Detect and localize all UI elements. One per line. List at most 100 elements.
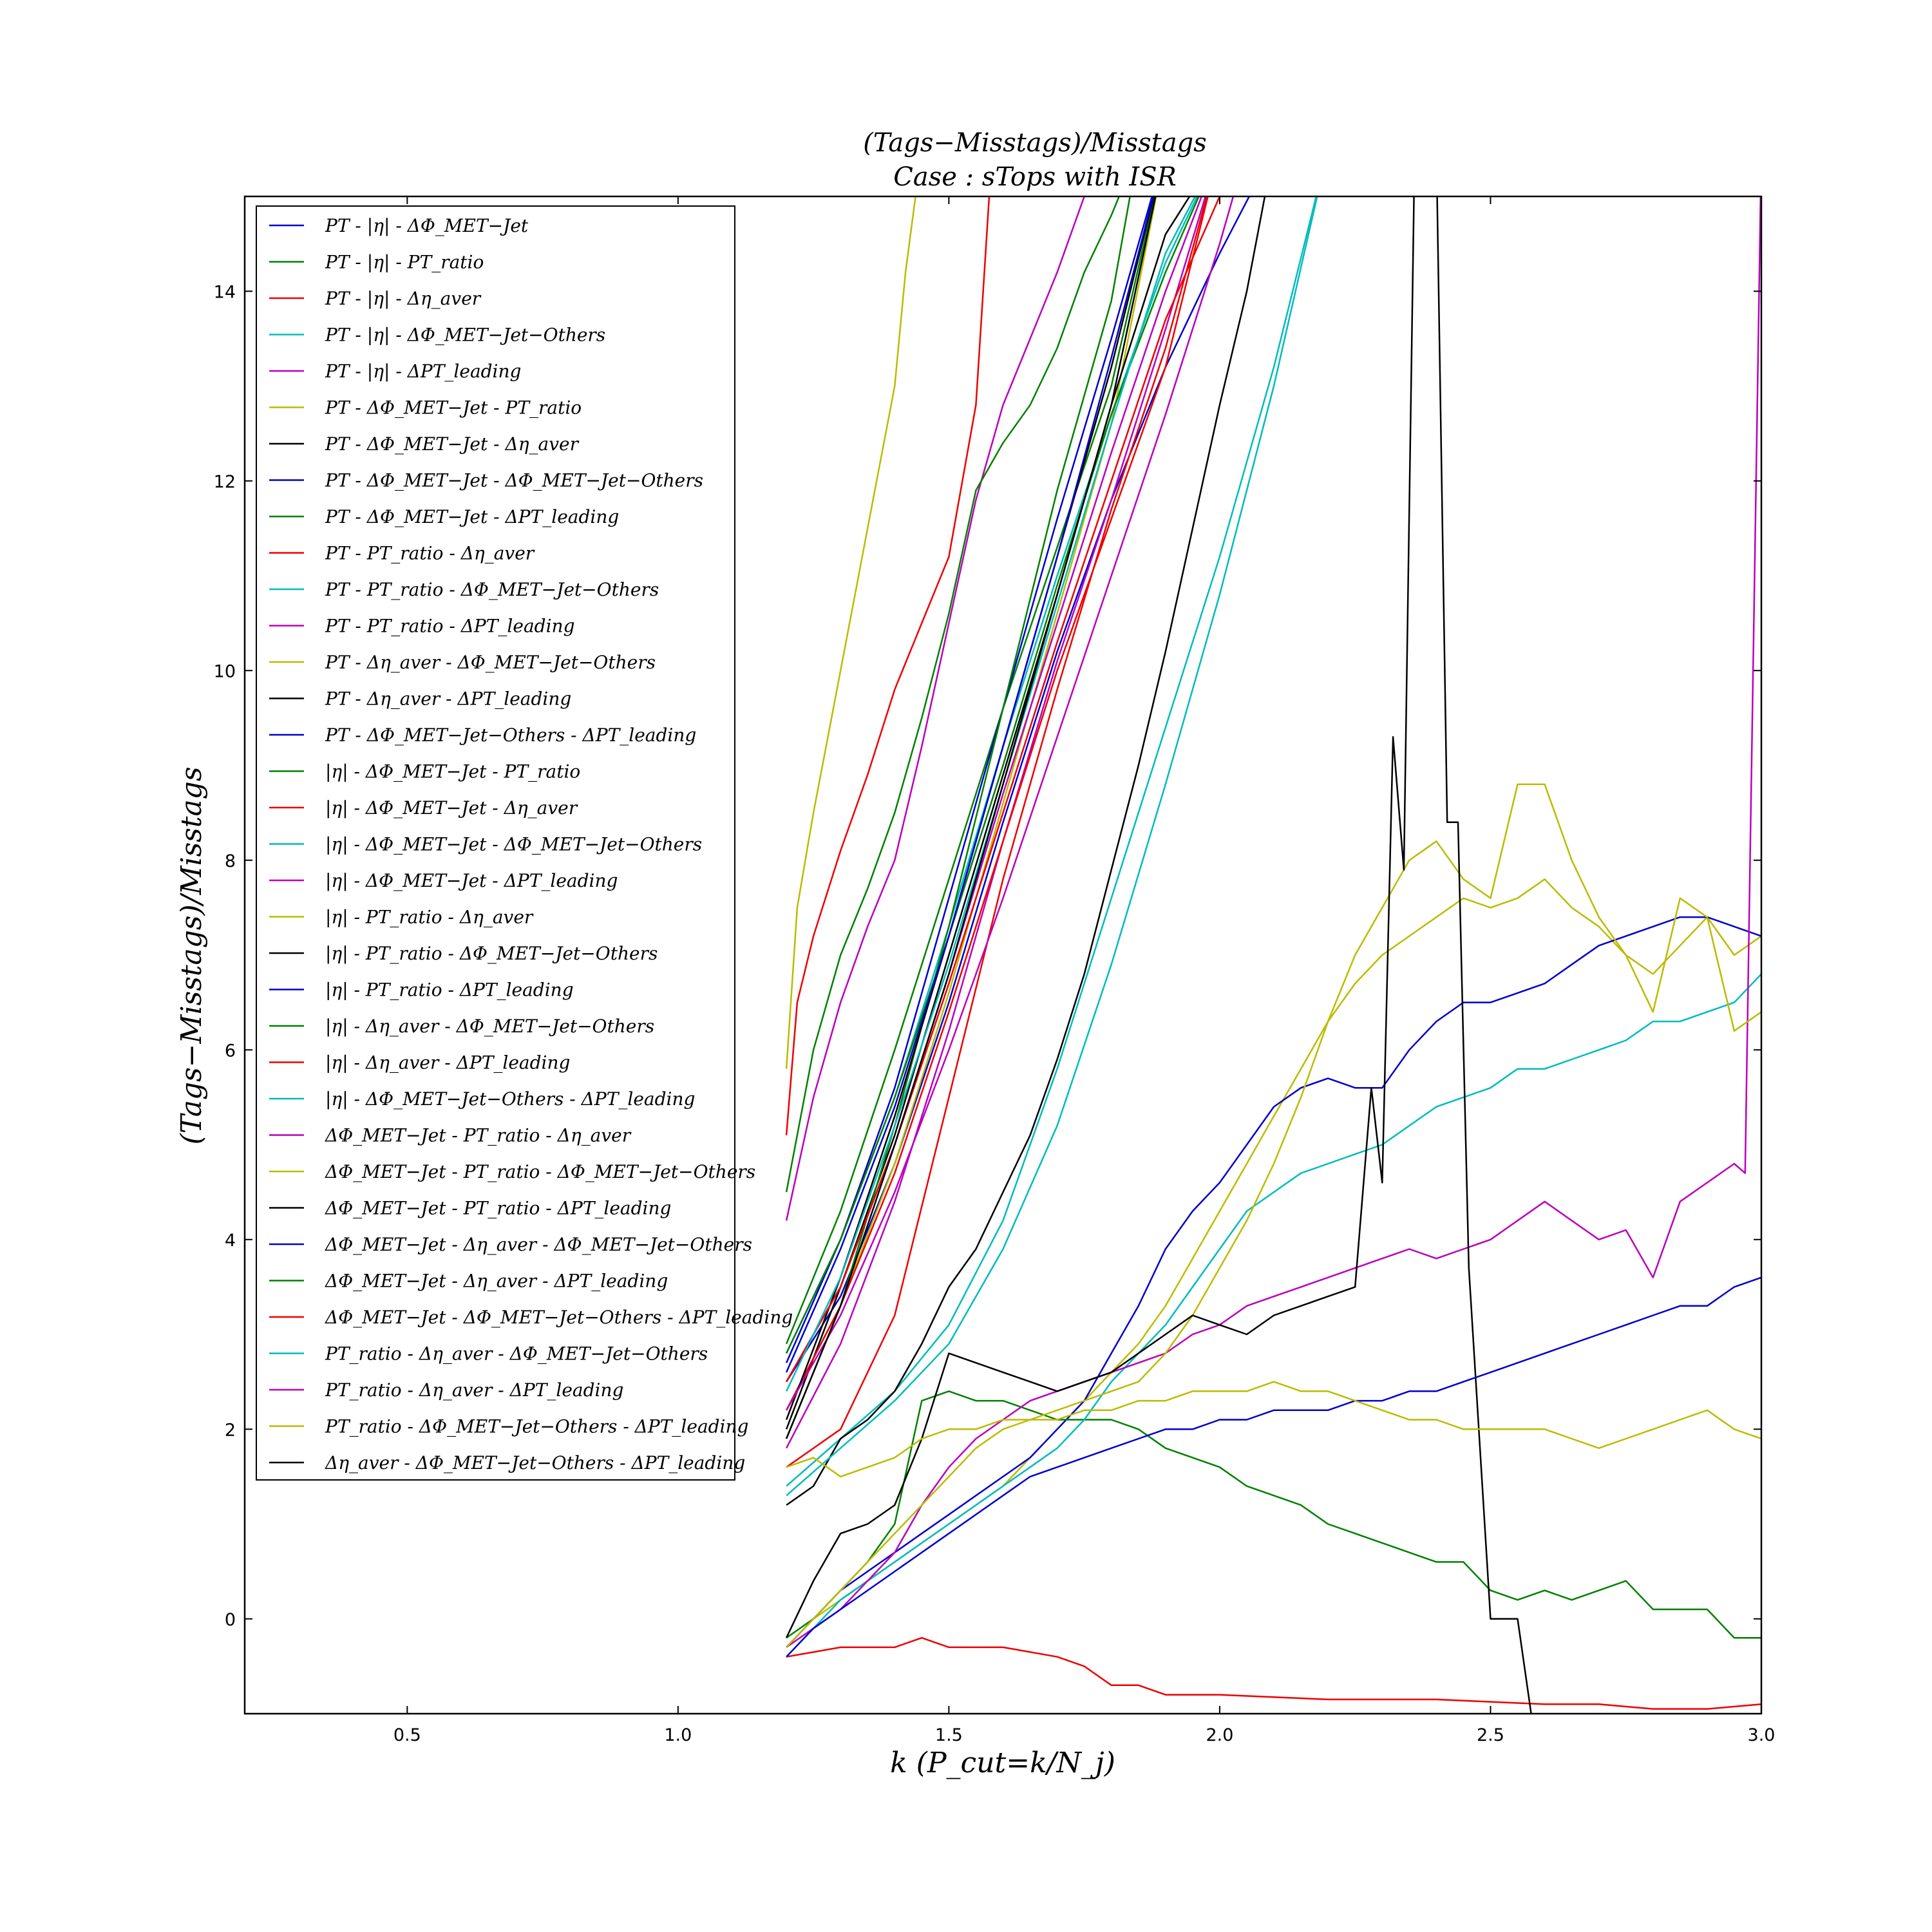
series-line-34 bbox=[786, 1381, 1761, 1478]
legend-label: PT - ΔΦ_MET−Jet - PT_ratio bbox=[325, 397, 582, 419]
legend-label: PT - ΔΦ_MET−Jet - Δη_aver bbox=[325, 433, 580, 455]
legend-label: PT - PT_ratio - ΔΦ_MET−Jet−Others bbox=[325, 579, 659, 600]
series-line-32 bbox=[785, 196, 1197, 1392]
legend-entry: |η| - Δη_aver - ΔΦ_MET−Jet−Others bbox=[269, 1016, 654, 1037]
y-tick-label: 10 bbox=[214, 661, 236, 681]
legend-entry: PT - |η| - ΔΦ_MET−Jet−Others bbox=[269, 325, 605, 346]
legend-label: |η| - PT_ratio - ΔPT_leading bbox=[325, 980, 574, 1001]
legend-entry: PT_ratio - Δη_aver - ΔΦ_MET−Jet−Others bbox=[269, 1343, 708, 1365]
legend-label: ΔΦ_MET−Jet - PT_ratio - ΔΦ_MET−Jet−Other… bbox=[325, 1161, 755, 1182]
legend-label: PT_ratio - Δη_aver - ΔΦ_MET−Jet−Others bbox=[325, 1343, 708, 1365]
series-line-2 bbox=[785, 196, 1156, 1345]
x-tick-label: 2.5 bbox=[1477, 1725, 1504, 1745]
legend-entry: PT_ratio - Δη_aver - ΔPT_leading bbox=[269, 1379, 623, 1401]
series-line-16 bbox=[786, 1390, 1761, 1639]
legend-entry: |η| - Δη_aver - ΔPT_leading bbox=[269, 1052, 570, 1074]
legend-label: PT - |η| - ΔPT_leading bbox=[325, 361, 521, 382]
x-tick-label: 1.0 bbox=[664, 1725, 692, 1745]
series-line-29 bbox=[785, 196, 1154, 1373]
legend-entry: PT - Δη_aver - ΔΦ_MET−Jet−Others bbox=[269, 652, 656, 673]
series-line-21 bbox=[785, 196, 1532, 1714]
series-line-28 bbox=[785, 196, 1155, 1420]
legend-label: |η| - ΔΦ_MET−Jet - ΔPT_leading bbox=[325, 870, 618, 891]
legend-entry: |η| - ΔΦ_MET−Jet - PT_ratio bbox=[269, 761, 580, 782]
series-layer bbox=[785, 196, 1761, 1714]
legend-entry: PT - ΔΦ_MET−Jet - Δη_aver bbox=[269, 433, 580, 455]
series-line-14 bbox=[786, 196, 1266, 1506]
y-tick-label: 2 bbox=[225, 1420, 236, 1440]
x-axis-ticks: 0.5 1.0 1.5 2.0 2.5 3.0 bbox=[393, 196, 1776, 1745]
y-tick-label: 6 bbox=[225, 1041, 236, 1061]
series-line-33 bbox=[786, 196, 1235, 1411]
series-line-24 bbox=[785, 196, 990, 1135]
legend-entry: |η| - ΔΦ_MET−Jet - ΔΦ_MET−Jet−Others bbox=[269, 834, 702, 855]
x-tick-label: 1.5 bbox=[935, 1725, 963, 1745]
legend-label: PT - Δη_aver - ΔΦ_MET−Jet−Others bbox=[325, 652, 656, 673]
series-line-6 bbox=[785, 196, 1157, 1411]
legend-entry: PT_ratio - ΔΦ_MET−Jet−Others - ΔPT_leadi… bbox=[269, 1416, 748, 1437]
legend-label: PT - |η| - ΔΦ_MET−Jet−Others bbox=[325, 325, 605, 346]
legend-label: PT - ΔΦ_MET−Jet−Others - ΔPT_leading bbox=[325, 724, 696, 746]
series-line-17 bbox=[786, 1636, 1761, 1710]
legend-entry: |η| - ΔΦ_MET−Jet−Others - ΔPT_leading bbox=[269, 1088, 695, 1110]
legend-entry: ΔΦ_MET−Jet - PT_ratio - Δη_aver bbox=[269, 1125, 632, 1146]
legend-entry: PT - |η| - ΔΦ_MET−Jet bbox=[269, 215, 529, 236]
y-tick-label: 4 bbox=[225, 1231, 236, 1251]
legend-entry: |η| - PT_ratio - Δη_aver bbox=[269, 907, 534, 928]
legend-label: PT_ratio - ΔΦ_MET−Jet−Others - ΔPT_leadi… bbox=[325, 1416, 748, 1437]
chart-title-line-2: Case : sTops with ISR bbox=[893, 162, 1177, 192]
series-line-27 bbox=[785, 196, 916, 1069]
legend-entry: PT - |η| - PT_ratio bbox=[269, 252, 484, 273]
legend-entry: ΔΦ_MET−Jet - Δη_aver - ΔΦ_MET−Jet−Others bbox=[269, 1234, 752, 1255]
y-tick-label: 0 bbox=[225, 1610, 236, 1630]
legend-entry: |η| - PT_ratio - ΔΦ_MET−Jet−Others bbox=[269, 943, 658, 964]
series-line-15 bbox=[786, 916, 1761, 1648]
legend-entry: ΔΦ_MET−Jet - PT_ratio - ΔPT_leading bbox=[269, 1198, 671, 1219]
legend-label: |η| - PT_ratio - ΔΦ_MET−Jet−Others bbox=[325, 943, 658, 964]
legend-entry: |η| - ΔΦ_MET−Jet - Δη_aver bbox=[269, 797, 578, 819]
legend-label: |η| - Δη_aver - ΔΦ_MET−Jet−Others bbox=[325, 1016, 654, 1037]
plot-frame bbox=[243, 195, 1763, 1715]
legend-entry: PT - Δη_aver - ΔPT_leading bbox=[269, 688, 571, 710]
series-line-1 bbox=[786, 196, 1251, 1383]
legend-label: ΔΦ_MET−Jet - PT_ratio - Δη_aver bbox=[325, 1125, 632, 1146]
series-line-30 bbox=[785, 196, 1121, 1193]
y-tick-label: 8 bbox=[225, 851, 236, 871]
legend-entry: PT - PT_ratio - Δη_aver bbox=[269, 543, 535, 564]
legend-label: |η| - ΔΦ_MET−Jet - Δη_aver bbox=[325, 797, 578, 819]
legend-label: PT - |η| - ΔΦ_MET−Jet bbox=[325, 215, 529, 236]
legend-label: PT_ratio - Δη_aver - ΔPT_leading bbox=[325, 1379, 623, 1401]
legend-entry: PT - PT_ratio - ΔPT_leading bbox=[269, 616, 575, 637]
legend-entry: |η| - PT_ratio - ΔPT_leading bbox=[269, 980, 574, 1001]
chart-legend: PT - |η| - ΔΦ_MET−Jet PT - |η| - PT_ratio… bbox=[256, 205, 793, 1481]
legend-entry: PT - PT_ratio - ΔΦ_MET−Jet−Others bbox=[269, 579, 659, 600]
x-tick-label: 2.0 bbox=[1206, 1725, 1233, 1745]
legend-label: PT - |η| - PT_ratio bbox=[325, 252, 484, 273]
legend-label: ΔΦ_MET−Jet - PT_ratio - ΔPT_leading bbox=[325, 1198, 671, 1219]
y-axis-ticks: 0 2 4 6 8 10 12 14 bbox=[214, 282, 1761, 1630]
legend-entry: PT - ΔΦ_MET−Jet - ΔPT_leading bbox=[269, 506, 619, 527]
series-line-31 bbox=[786, 196, 1221, 1383]
series-line-9 bbox=[785, 196, 1200, 1354]
series-line-35 bbox=[785, 196, 1191, 1439]
series-line-11 bbox=[786, 196, 1318, 1487]
legend-label: |η| - ΔΦ_MET−Jet−Others - ΔPT_leading bbox=[325, 1088, 695, 1110]
series-line-8 bbox=[785, 196, 1153, 1363]
legend-label: PT - |η| - Δη_aver bbox=[325, 288, 482, 309]
legend-entry: ΔΦ_MET−Jet - PT_ratio - ΔΦ_MET−Jet−Other… bbox=[269, 1161, 755, 1182]
series-line-13 bbox=[786, 878, 1761, 1648]
legend-frame bbox=[256, 205, 735, 1481]
legend-label: |η| - PT_ratio - Δη_aver bbox=[325, 907, 534, 928]
series-line-20 bbox=[786, 783, 1761, 1648]
x-tick-label: 3.0 bbox=[1748, 1725, 1776, 1745]
y-axis-label: (Tags−Misstags)/Misstags bbox=[175, 767, 208, 1145]
legend-label: ΔΦ_MET−Jet - Δη_aver - ΔΦ_MET−Jet−Others bbox=[325, 1234, 752, 1255]
legend-entries: PT - |η| - ΔΦ_MET−Jet PT - |η| - PT_ratio… bbox=[269, 215, 793, 1473]
y-tick-label: 12 bbox=[214, 472, 236, 492]
legend-label: |η| - Δη_aver - ΔPT_leading bbox=[325, 1052, 570, 1074]
series-line-22 bbox=[786, 1276, 1761, 1658]
legend-entry: PT - ΔΦ_MET−Jet−Others - ΔPT_leading bbox=[269, 724, 696, 746]
legend-label: ΔΦ_MET−Jet - Δη_aver - ΔPT_leading bbox=[325, 1271, 668, 1292]
